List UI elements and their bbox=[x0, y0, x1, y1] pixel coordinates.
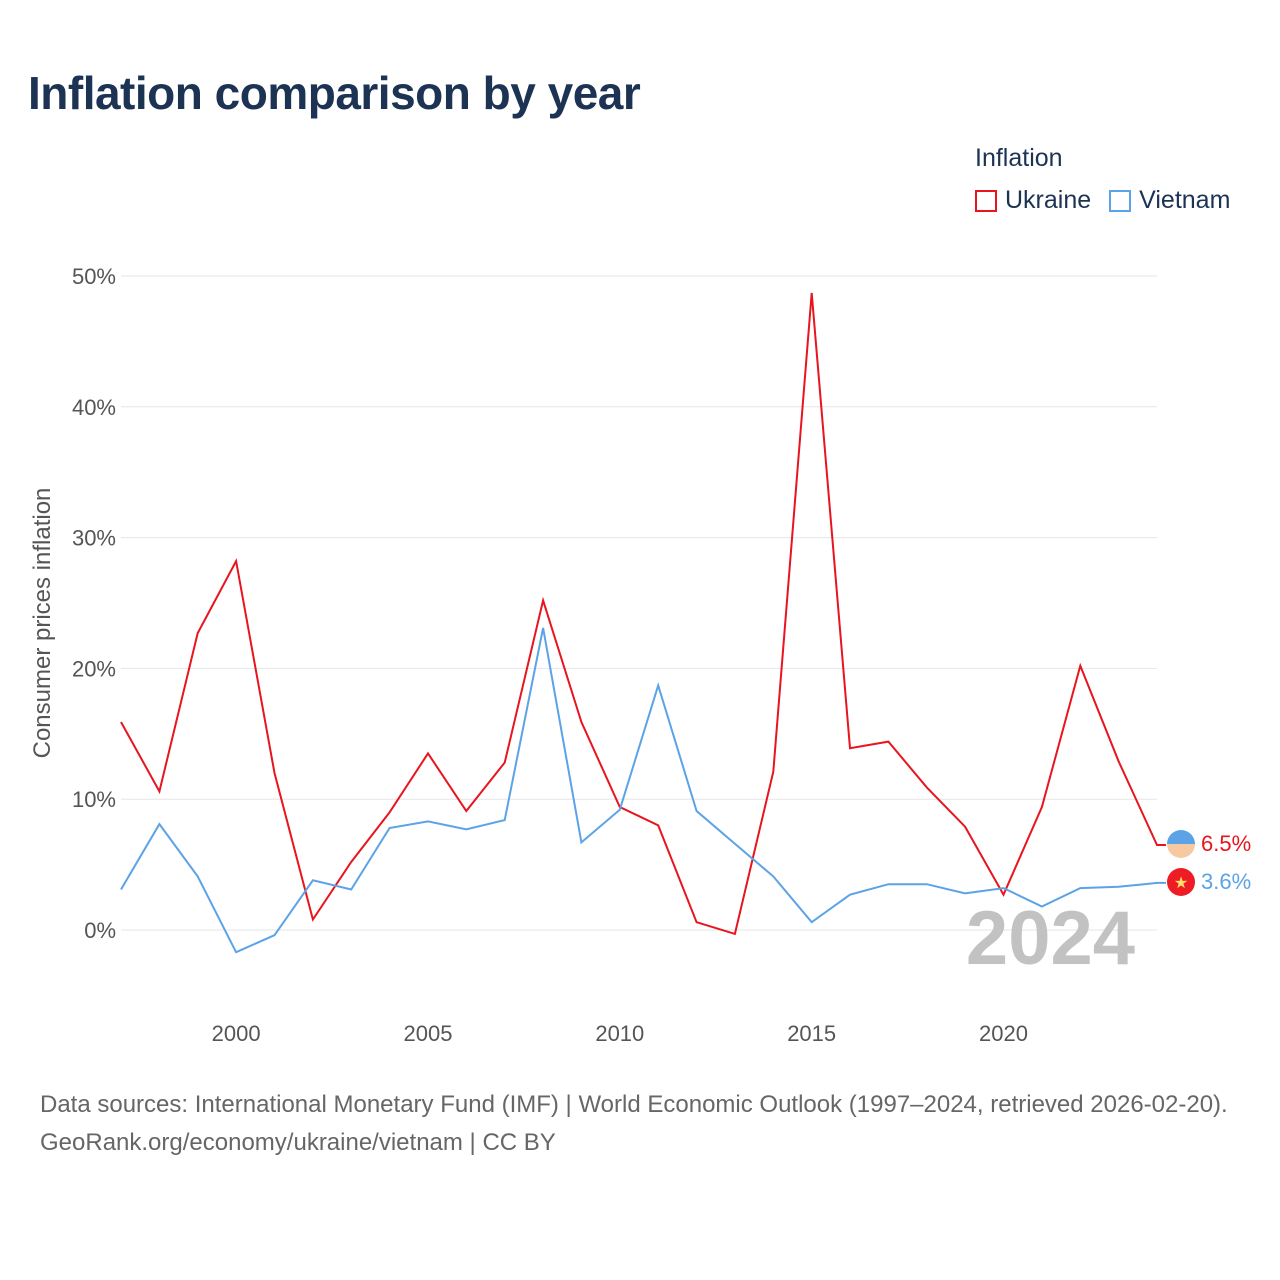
vietnam-end-label: 3.6% bbox=[1201, 869, 1251, 894]
ukraine-flag-icon bbox=[1167, 830, 1195, 858]
y-tick-label: 30% bbox=[72, 526, 116, 551]
legend-label-ukraine: Ukraine bbox=[1005, 186, 1092, 214]
legend-title: Inflation bbox=[975, 144, 1063, 172]
y-tick-label: 20% bbox=[72, 656, 116, 681]
series-line-vietnam bbox=[120, 627, 1166, 954]
legend-item-ukraine[interactable]: Ukraine bbox=[975, 186, 1091, 215]
legend: Ukraine Vietnam bbox=[975, 186, 1248, 215]
series-lines bbox=[120, 292, 1166, 954]
end-markers: ★ bbox=[1167, 830, 1195, 896]
series-line-ukraine bbox=[120, 292, 1166, 936]
legend-label-vietnam: Vietnam bbox=[1139, 186, 1231, 214]
ukraine-end-label: 6.5% bbox=[1201, 831, 1251, 856]
line-chart: 0% 10% 20% 30% 40% 50% 2000 2005 2010 2015 2020 C… bbox=[29, 264, 1251, 1046]
x-tick-label: 2000 bbox=[212, 1021, 261, 1046]
y-tick-label: 50% bbox=[72, 264, 116, 289]
legend-swatch-vietnam bbox=[1109, 189, 1132, 212]
source-notes: Data sources: International Monetary Fun… bbox=[40, 1086, 1250, 1162]
y-tick-label: 0% bbox=[84, 918, 116, 943]
x-tick-label: 2015 bbox=[787, 1021, 836, 1046]
source-line-data: Data sources: International Monetary Fun… bbox=[40, 1091, 1228, 1118]
vietnam-flag-icon: ★ bbox=[1167, 868, 1195, 896]
y-tick-label: 10% bbox=[72, 787, 116, 812]
svg-text:★: ★ bbox=[1174, 873, 1188, 892]
y-axis-ticks: 0% 10% 20% 30% 40% 50% bbox=[72, 264, 116, 943]
y-axis-label: Consumer prices inflation bbox=[29, 488, 56, 759]
chart-title: Inflation comparison by year bbox=[28, 67, 641, 119]
y-tick-label: 40% bbox=[72, 395, 116, 420]
source-line-link[interactable]: GeoRank.org/economy/ukraine/vietnam | CC… bbox=[40, 1129, 556, 1156]
x-tick-label: 2010 bbox=[595, 1021, 644, 1046]
x-tick-label: 2020 bbox=[979, 1021, 1028, 1046]
x-tick-label: 2005 bbox=[403, 1021, 452, 1046]
x-axis-ticks: 2000 2005 2010 2015 2020 bbox=[212, 1021, 1028, 1046]
grid bbox=[121, 275, 1157, 931]
legend-item-vietnam[interactable]: Vietnam bbox=[1109, 186, 1230, 215]
year-watermark: 2024 bbox=[966, 896, 1135, 981]
legend-swatch-ukraine bbox=[975, 189, 997, 212]
